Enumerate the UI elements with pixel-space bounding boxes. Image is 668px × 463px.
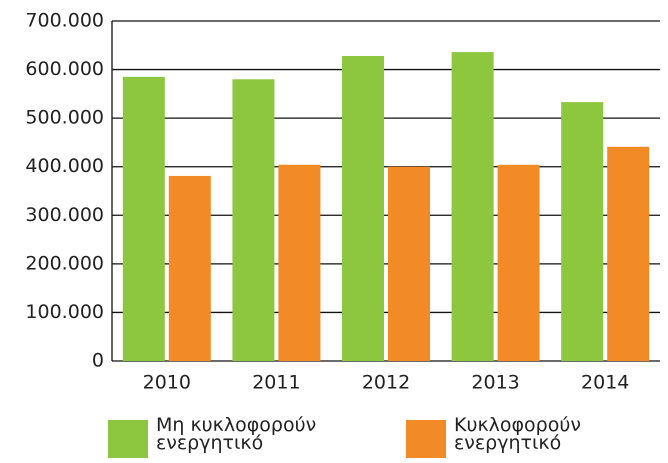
y-tick-label: 100.000 <box>25 301 104 323</box>
x-tick-label: 2012 <box>362 372 410 394</box>
legend-label: Μη κυκλοφορούν ενεργητικό <box>156 414 317 454</box>
legend-swatch <box>108 420 148 458</box>
bar <box>122 76 165 361</box>
y-tick-label: 400.000 <box>25 155 104 177</box>
y-tick-label: 700.000 <box>25 10 104 32</box>
y-tick-label: 600.000 <box>25 58 104 80</box>
bar <box>232 79 275 362</box>
y-tick-label: 500.000 <box>25 107 104 129</box>
x-tick-label: 2014 <box>581 372 629 394</box>
y-tick-label: 300.000 <box>25 204 104 226</box>
x-tick-label: 2011 <box>252 372 300 394</box>
x-tick-label: 2010 <box>143 372 191 394</box>
bar <box>451 52 494 361</box>
chart: 0 100.000 200.000 300.000 400.000 500.000 600.… <box>25 10 660 394</box>
y-tick-label: 0 <box>92 350 104 372</box>
legend-swatch <box>406 420 446 458</box>
bar <box>607 146 650 361</box>
bar <box>388 166 430 361</box>
bar <box>561 102 604 361</box>
bar <box>278 164 321 361</box>
bar <box>342 55 384 361</box>
bar <box>497 164 540 361</box>
legend-item: Κυκλοφορούν ενεργητικό <box>406 416 644 458</box>
legend-label: Κυκλοφορούν ενεργητικό <box>454 414 581 454</box>
bar <box>168 175 211 361</box>
y-tick-label: 200.000 <box>25 252 104 274</box>
x-tick-label: 2013 <box>471 372 519 394</box>
legend-item: Μη κυκλοφορούν ενεργητικό <box>108 416 346 458</box>
